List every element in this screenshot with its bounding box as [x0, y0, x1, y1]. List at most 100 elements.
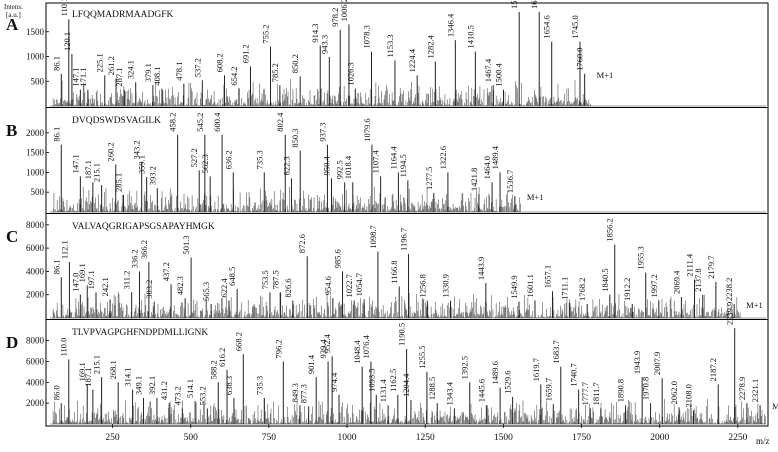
y-tick-label: 4000	[26, 377, 45, 387]
x-axis: 250 500 750 1000 1250 1500 1750 2000 2250	[105, 424, 748, 443]
peak-label: 169.1	[77, 362, 87, 381]
peptide-sequence: LFQQMADRMAADGFK	[72, 10, 173, 20]
peak-label: 648.5	[227, 267, 237, 286]
peak-label: 215.1	[92, 355, 102, 374]
peak-label: 1282.4	[425, 34, 435, 58]
y-tick-label: 1000	[26, 52, 45, 62]
peak-label: 1912.2	[622, 278, 632, 301]
peak-label: 261.2	[106, 56, 116, 75]
peak-label: 974.4	[329, 372, 339, 392]
peak-label: 1026.3	[345, 62, 355, 85]
peak-label: 1392.5	[460, 356, 470, 379]
peak-label: 1107.4	[371, 150, 381, 174]
peak-label: 826.6	[283, 278, 293, 297]
peak-label: 914.3	[310, 23, 320, 42]
peak-label: 1343.4	[444, 381, 454, 405]
peak-label: 2179.7	[706, 256, 716, 279]
y-tick-label: 1500	[26, 148, 45, 158]
peak-label: 225.1	[95, 53, 105, 72]
peak-label: 1683.7	[551, 340, 561, 363]
peak-label: 877.3	[299, 384, 309, 403]
peak-label: 349.1	[134, 376, 144, 395]
peak-label: 943.3	[319, 35, 329, 54]
peak-label: 120.1	[62, 32, 72, 51]
peak-label: 850.2	[290, 54, 300, 73]
panel-letter: A	[6, 15, 19, 34]
peak-label: 501.3	[181, 235, 191, 254]
y-tick-label: 6000	[26, 356, 45, 366]
peak-label: 86.1	[51, 127, 61, 142]
x-tick-label: 750	[262, 433, 277, 443]
peak-label: 1529.6	[503, 371, 513, 394]
peak-label: 1614.7	[529, 0, 539, 9]
peak-label: 668.2	[233, 332, 243, 351]
peak-label: 1840.5	[600, 268, 610, 291]
peak-label: 822.3	[281, 156, 291, 175]
x-tick-label: 250	[105, 433, 120, 443]
peak-label: 383.2	[144, 280, 154, 299]
peak-label: 314.1	[123, 367, 133, 386]
peak-label: 616.2	[217, 348, 227, 367]
peak-label: 311.2	[122, 271, 132, 290]
peak-label: 537.2	[192, 58, 202, 77]
peak-label: 242.1	[100, 277, 110, 296]
y-tick-label: 500	[31, 187, 45, 197]
peak-label: 1740.7	[569, 363, 579, 386]
peptide-sequence: TLVPVAGPGHFNDPDMLLIGNK	[72, 328, 208, 338]
peak-label: 1467.4	[483, 58, 493, 82]
peak-label: 1093.5	[366, 368, 376, 391]
m-plus-1-label: M+1	[527, 192, 544, 202]
peak-label: 324.1	[126, 60, 136, 79]
peak-label: 86.0	[51, 385, 61, 400]
peak-label: 2187.2	[708, 358, 718, 381]
y-tick-label: 2000	[26, 290, 45, 300]
peak-label: 1489.6	[490, 361, 500, 384]
peak-label: 785.2	[270, 63, 280, 82]
panel-d: 2000 4000 6000 8000 D TLVPVAGPGHFNDPDMLLIGNK 8…	[6, 302, 778, 425]
panel-a: 500 1000 1500 A LFQQMADRMAADGFK 86.1 110.1 120.…	[6, 0, 768, 108]
peak-label: 287.1	[114, 68, 124, 87]
peak-label: 1619.7	[531, 358, 541, 381]
peak-label: 187.1	[83, 160, 93, 179]
peak-label: 2137.8	[693, 268, 703, 291]
peak-label: 197.1	[86, 270, 96, 289]
peak-label: 1811.7	[591, 382, 601, 405]
peak-label: 1322.6	[438, 146, 448, 169]
peak-label: 147.1	[70, 68, 80, 87]
y-axis-title-line2: [a.u.]	[6, 11, 21, 19]
peak-label: 1601.1	[525, 274, 535, 297]
peak-label: 901.4	[306, 354, 316, 374]
y-tick-label: 6000	[26, 243, 45, 253]
peak-label: 343.2	[132, 140, 142, 159]
y-tick-label: 4000	[26, 266, 45, 276]
peak-label: 1224.4	[407, 48, 417, 72]
peak-label: 553.2	[197, 386, 207, 405]
peak-label: 1777.7	[580, 382, 590, 405]
peak-label: 379.1	[143, 63, 153, 82]
peak-label: 691.2	[240, 44, 250, 63]
peak-label: 1500.4	[493, 63, 503, 87]
peak-label: 654.2	[229, 67, 239, 86]
peak-label: 1346.4	[445, 13, 455, 37]
peak-label: 608.2	[215, 53, 225, 72]
peak-label: 735.3	[254, 376, 264, 395]
peak-label: 359.1	[137, 155, 147, 174]
peak-label: 1006.2	[339, 0, 349, 21]
peak-label: 1443.9	[476, 257, 486, 280]
peak-label: 622.4	[219, 278, 229, 298]
y-tick-label: 2000	[26, 398, 45, 408]
peak-label: 1048.4	[352, 340, 362, 364]
peak-label: 954.6	[323, 276, 333, 295]
peak-label: 1943.9	[632, 351, 642, 374]
peak-label: 562.3	[200, 154, 210, 173]
peak-label: 1204.4	[401, 373, 411, 397]
peak-label: 1856.2	[605, 218, 615, 241]
peak-label: 1255.5	[417, 346, 427, 369]
peak-label: 1078.3	[362, 25, 372, 48]
peak-label: 2062.0	[669, 381, 679, 404]
peak-label: 600.4	[212, 112, 222, 132]
peak-label: 171.1	[78, 68, 88, 87]
peak-label: 850.3	[290, 128, 300, 147]
